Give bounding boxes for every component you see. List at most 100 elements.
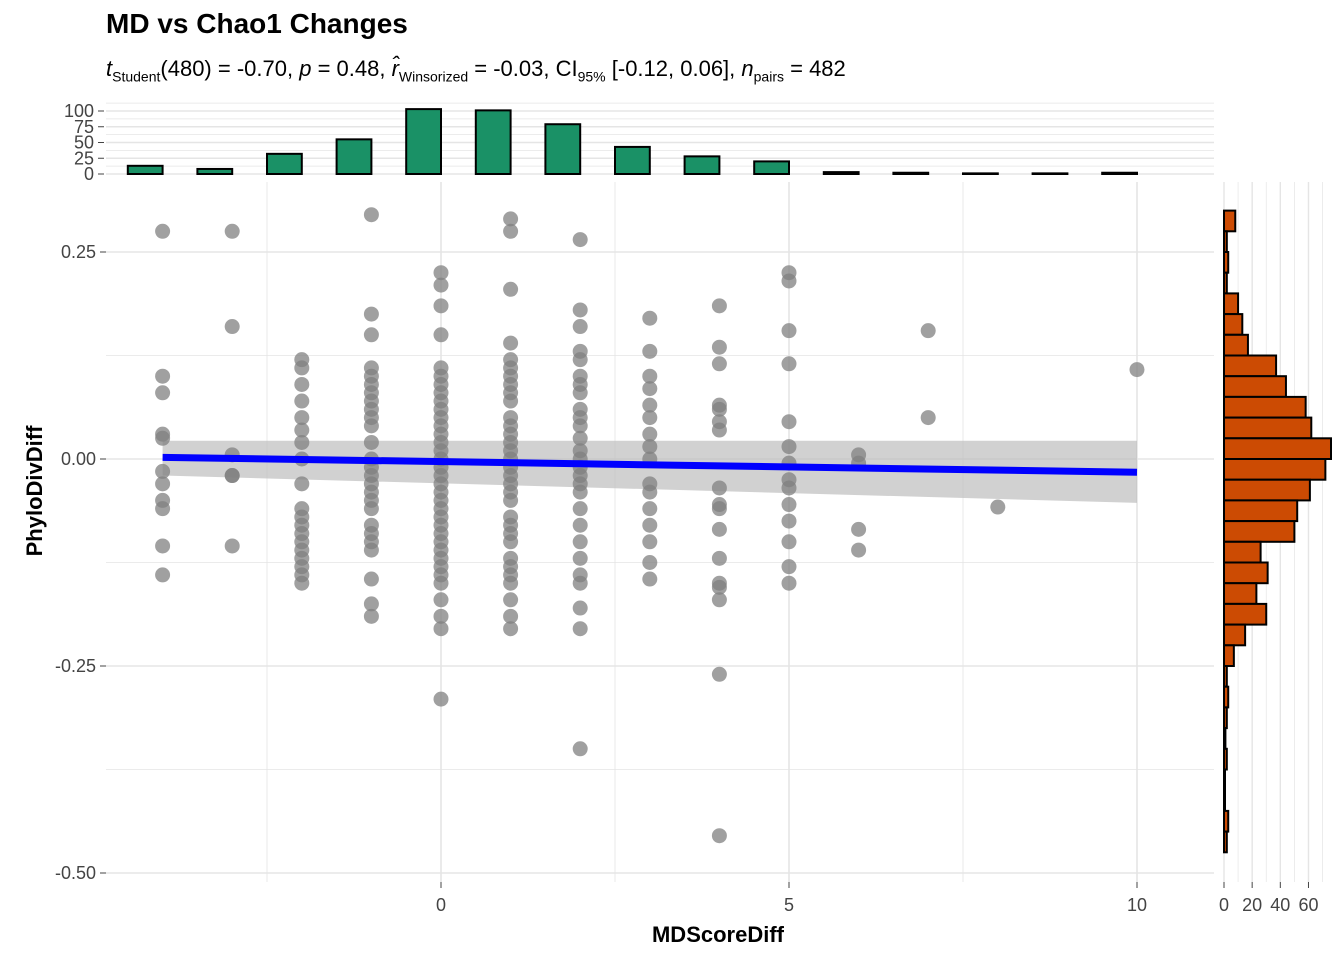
data-point (781, 414, 797, 430)
x-tick-label: 5 (784, 895, 794, 915)
data-point (433, 298, 449, 314)
right-hist-x-tick-label: 20 (1242, 895, 1262, 915)
scatter-points (155, 207, 1145, 844)
t-label: t (106, 56, 113, 81)
regression-line-path (162, 453, 1138, 476)
data-point (363, 418, 379, 434)
data-point (433, 608, 449, 624)
data-point (711, 501, 727, 517)
right-hist-bar (1223, 520, 1296, 543)
right-hist-bar (1223, 292, 1240, 316)
right-hist-bar (1223, 333, 1249, 357)
data-point (920, 323, 936, 339)
data-point (155, 567, 171, 583)
data-point (781, 559, 797, 575)
data-point (711, 666, 727, 682)
data-point (572, 418, 588, 434)
right-hist-bar (1223, 499, 1299, 523)
data-point (572, 484, 588, 500)
n-label: n (741, 56, 754, 81)
data-point (711, 298, 727, 314)
data-point (433, 575, 449, 591)
data-point (503, 223, 519, 239)
data-point (503, 335, 519, 351)
y-tick-label: 0.25 (61, 242, 96, 262)
data-point (433, 327, 449, 343)
top-hist-y-tick-label: 75 (74, 117, 94, 137)
data-point (572, 550, 588, 566)
data-point (781, 497, 797, 513)
right-hist-bar (1223, 789, 1226, 812)
data-point (781, 480, 797, 496)
data-point (572, 352, 588, 368)
right-hist-bar (1223, 706, 1228, 730)
data-point (572, 517, 588, 533)
right-hist-bar (1223, 395, 1307, 419)
right-hist-bar (1223, 478, 1311, 502)
data-point (572, 430, 588, 446)
data-point (642, 484, 658, 500)
right-histogram: 0 20 40 60 (1219, 182, 1332, 915)
data-point (920, 410, 936, 426)
top-hist-bar (1031, 172, 1069, 175)
r-sub: Winsorized (398, 68, 469, 85)
data-point (294, 393, 310, 409)
data-point (781, 575, 797, 591)
chart-subtitle: tStudent(480) = -0.70, p = 0.48, r̂Winso… (106, 56, 846, 84)
x-tick-label: 10 (1127, 895, 1147, 915)
data-point (572, 319, 588, 335)
data-point (363, 306, 379, 322)
data-point (503, 281, 519, 297)
data-point (294, 434, 310, 450)
data-point (155, 476, 171, 492)
data-point (711, 592, 727, 608)
data-point (642, 571, 658, 587)
right-hist-bar (1223, 354, 1278, 378)
data-point (572, 501, 588, 517)
x-axis-title: MDScoreDiff (652, 922, 785, 947)
data-point (642, 397, 658, 413)
data-point (155, 430, 171, 446)
data-point (711, 521, 727, 537)
data-point (711, 550, 727, 566)
right-hist-bar (1223, 685, 1230, 709)
data-point (642, 517, 658, 533)
data-point (155, 538, 171, 554)
data-point (642, 439, 658, 455)
data-point (363, 501, 379, 517)
data-point (851, 542, 867, 558)
top-hist-y-tick-label: 100 (64, 101, 94, 121)
data-point (503, 608, 519, 624)
data-point (642, 534, 658, 550)
right-hist-bar (1223, 375, 1287, 398)
data-point (433, 277, 449, 293)
right-hist-bar (1223, 582, 1258, 605)
data-point (711, 828, 727, 844)
data-point (155, 223, 171, 239)
data-point (155, 385, 171, 401)
y-tick-label: -0.50 (55, 863, 96, 883)
top-hist-bar (1101, 171, 1138, 176)
data-point (642, 310, 658, 326)
confidence-band (162, 440, 1138, 503)
data-point (294, 360, 310, 376)
t-value: (480) = -0.70, (160, 56, 300, 81)
data-point (572, 385, 588, 401)
top-hist-bar (614, 145, 651, 176)
data-point (572, 600, 588, 616)
top-hist-y-tick-label: 50 (74, 133, 94, 153)
data-point (294, 422, 310, 438)
right-hist-bar (1223, 271, 1228, 295)
data-point (433, 691, 449, 707)
top-hist-y-tick-label: 0 (84, 164, 94, 184)
right-hist-bar (1223, 458, 1327, 481)
data-point (1129, 362, 1145, 378)
data-point (294, 410, 310, 426)
data-point (572, 621, 588, 637)
data-point (781, 323, 797, 339)
right-hist-bar (1223, 768, 1226, 792)
top-hist-bar (683, 155, 721, 175)
ci-sub: 95% (577, 68, 606, 85)
data-point (781, 273, 797, 289)
